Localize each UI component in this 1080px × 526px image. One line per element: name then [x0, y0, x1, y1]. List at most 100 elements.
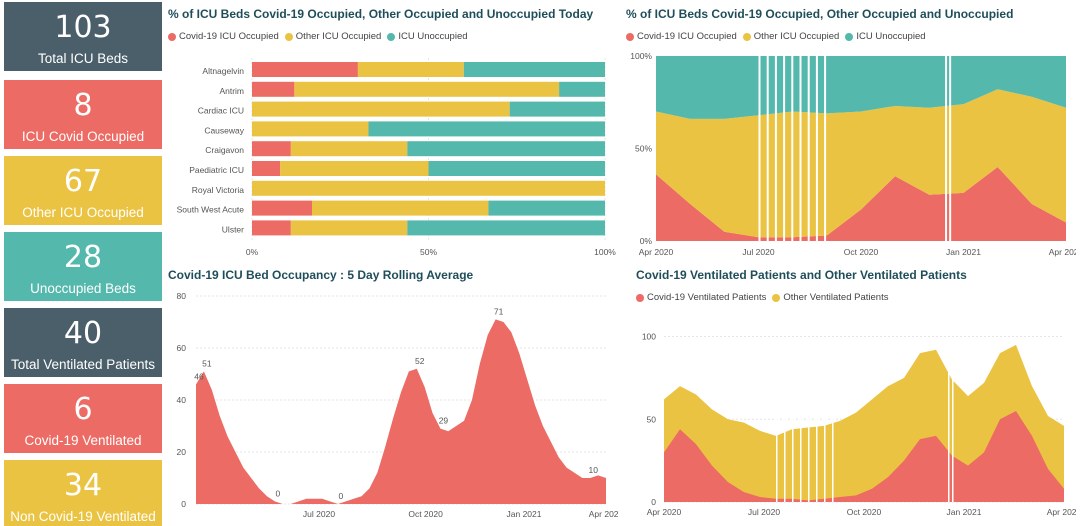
x-tick-label: Jul 2020 — [303, 509, 335, 519]
chart-title-icu-over-time: % of ICU Beds Covid-19 Occupied, Other O… — [626, 7, 1014, 21]
kpi-label: Non Covid-19 Ventilated — [10, 509, 156, 524]
bar-segment — [280, 161, 429, 176]
bar-segment — [290, 141, 408, 157]
x-tick-label: 0% — [246, 247, 259, 257]
x-tick-label: Oct 2020 — [844, 247, 879, 257]
legend-icu-over-time: Covid-19 ICU Occupied Other ICU Occupied… — [626, 31, 926, 42]
kpi-other-icu-occupied: 67 Other ICU Occupied — [4, 156, 162, 225]
legend-item[interactable]: Covid-19 ICU Occupied — [168, 31, 279, 42]
area-series — [664, 344, 1064, 502]
chart-ventilated: 0 50 100 Apr 2020 Jul 2020 Oct 2020 Jan 2021 Ap… — [642, 332, 1076, 517]
legend-item[interactable]: Other ICU Occupied — [742, 31, 839, 42]
x-tick-label: Jan 2021 — [507, 509, 542, 519]
kpi-label: Total Ventilated Patients — [10, 357, 156, 372]
legend-item[interactable]: ICU Unoccupied — [845, 31, 926, 42]
category-label: Ulster — [222, 224, 244, 234]
kpi-label: Unoccupied Beds — [30, 281, 136, 296]
legend-dot-icon — [168, 32, 176, 41]
legend-dot-icon — [626, 32, 634, 41]
kpi-value: 28 — [63, 240, 103, 275]
legend-label: Other ICU Occupied — [295, 31, 382, 42]
x-tick-label: 50% — [420, 247, 437, 257]
category-label: Altnagelvin — [202, 66, 244, 76]
kpi-covid-ventilated: 6 Covid-19 Ventilated — [4, 384, 162, 453]
data-gap — [824, 56, 827, 241]
legend-item[interactable]: ICU Unoccupied — [387, 31, 468, 42]
legend-item[interactable]: Covid-19 ICU Occupied — [626, 31, 737, 42]
y-tick-label: 80 — [177, 291, 187, 301]
kpi-icu-covid-occupied: 8 ICU Covid Occupied — [4, 80, 162, 149]
y-tick-label: 0% — [640, 236, 653, 246]
y-tick-label: 20 — [177, 447, 187, 457]
area-series — [664, 411, 1064, 502]
data-gap — [815, 56, 818, 241]
data-gap — [792, 350, 794, 502]
data-gap — [758, 56, 761, 241]
y-tick-label: 0 — [651, 497, 656, 507]
category-label: Causeway — [204, 125, 244, 135]
bar-segment — [488, 200, 605, 216]
category-label: South West Acute — [177, 205, 245, 215]
legend-dot-icon — [284, 32, 293, 41]
bar-segment — [252, 161, 281, 176]
kpi-label: ICU Covid Occupied — [21, 129, 145, 144]
data-label: 0 — [275, 488, 280, 498]
x-tick-label: Oct 2020 — [847, 507, 882, 517]
x-tick-label: Apr 2021 — [1047, 507, 1076, 517]
data-gap — [800, 350, 802, 502]
data-gap — [952, 350, 954, 502]
kpi-total-ventilated: 40 Total Ventilated Patients — [4, 308, 162, 377]
kpi-value: 40 — [63, 316, 103, 351]
area-series — [656, 167, 1066, 241]
legend-dot-icon — [742, 32, 751, 41]
y-tick-label: 100 — [642, 332, 656, 342]
bar-segment — [252, 62, 358, 77]
bar-segment — [559, 81, 605, 97]
legend-dot-icon — [845, 32, 854, 41]
legend-item[interactable]: Other ICU Occupied — [284, 31, 382, 42]
bar-segment — [252, 121, 369, 137]
x-tick-label: Jul 2020 — [742, 247, 774, 257]
bar-segment — [509, 101, 605, 117]
x-tick-label: Apr 2020 — [639, 247, 674, 257]
data-gap — [807, 56, 810, 241]
data-gap — [784, 350, 786, 502]
x-tick-label: Jan 2021 — [947, 507, 982, 517]
bar-segment — [252, 141, 291, 157]
category-label: Antrim — [219, 86, 244, 96]
kpi-unoccupied-beds: 28 Unoccupied Beds — [4, 232, 162, 301]
data-gap — [948, 350, 950, 502]
legend-label: ICU Unoccupied — [856, 31, 926, 42]
chart-title-icu-today: % of ICU Beds Covid-19 Occupied, Other O… — [168, 7, 594, 21]
legend-label: ICU Unoccupied — [398, 31, 468, 42]
y-tick-label: 50% — [635, 144, 652, 154]
bar-segment — [463, 62, 605, 77]
data-gap — [945, 56, 948, 241]
x-tick-label: 100% — [594, 247, 616, 257]
bar-segment — [368, 121, 605, 137]
legend-label: Covid-19 Ventilated Patients — [647, 292, 767, 303]
bar-segment — [428, 161, 605, 176]
bar-segment — [252, 101, 510, 117]
y-tick-label: 50 — [647, 414, 657, 424]
legend-item[interactable]: Covid-19 Ventilated Patients — [636, 292, 766, 303]
data-gap — [783, 56, 786, 241]
legend-label: Covid-19 ICU Occupied — [179, 31, 279, 42]
chart-title-rolling-average: Covid-19 ICU Bed Occupancy : 5 Day Rolli… — [168, 268, 474, 282]
data-label: 71 — [494, 306, 504, 316]
data-gap — [832, 350, 834, 502]
x-tick-label: Apr 2020 — [647, 507, 682, 517]
y-tick-label: 0 — [181, 499, 186, 509]
legend-ventilated: Covid-19 Ventilated Patients Other Venti… — [636, 292, 888, 303]
y-tick-label: 40 — [177, 395, 187, 405]
legend-item[interactable]: Other Ventilated Patients — [772, 292, 888, 303]
bar-segment — [357, 62, 464, 77]
category-label: Paediatric ICU — [189, 165, 244, 175]
x-tick-label: Jul 2020 — [748, 507, 780, 517]
y-tick-label: 60 — [177, 343, 187, 353]
kpi-value: 34 — [63, 468, 103, 503]
bar-segment — [294, 81, 560, 97]
data-label: 10 — [588, 465, 598, 475]
data-label: 0 — [339, 491, 344, 501]
data-label: 46 — [194, 371, 204, 381]
